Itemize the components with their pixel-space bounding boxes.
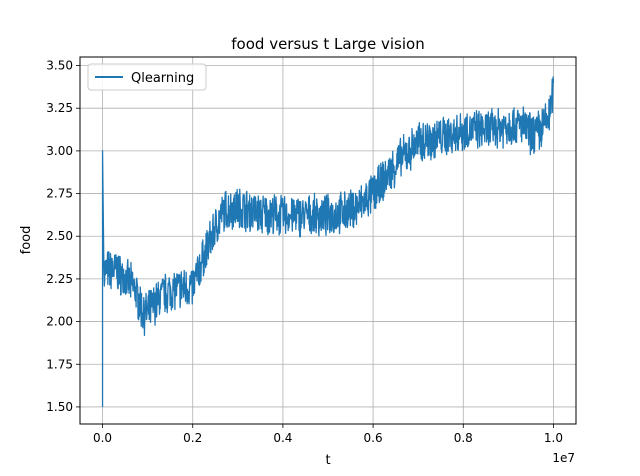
grid <box>80 57 576 424</box>
x-axis-label: t <box>325 453 330 468</box>
y-tick-label: 2.50 <box>46 229 73 243</box>
y-axis-label: food <box>19 226 34 255</box>
chart-title: food versus t Large vision <box>231 35 424 53</box>
y-tick-label: 2.25 <box>46 272 73 286</box>
y-tick-label: 3.50 <box>46 59 73 73</box>
x-tick-label: 1.0 <box>544 431 563 445</box>
y-tick-label: 2.75 <box>46 187 73 201</box>
x-axis-offset-text: 1e7 <box>552 451 575 465</box>
y-tick-label: 1.75 <box>46 357 73 371</box>
plot-frame <box>79 56 577 425</box>
x-tick-label: 0.4 <box>273 431 292 445</box>
x-tick-label: 0.6 <box>364 431 383 445</box>
legend-box <box>87 63 207 91</box>
x-axis: 0.0 0.2 0.4 0.6 0.8 1.0 <box>93 424 563 445</box>
x-tick-label: 0.8 <box>454 431 473 445</box>
legend: Qlearning <box>87 63 207 91</box>
y-tick-label: 3.25 <box>46 101 73 115</box>
series-line-qlearning <box>101 76 555 407</box>
x-tick-label: 0.2 <box>183 431 202 445</box>
x-tick-label: 0.0 <box>93 431 112 445</box>
series-layer <box>101 76 555 407</box>
y-tick-label: 1.50 <box>46 400 73 414</box>
y-axis: 1.50 1.75 2.00 2.25 2.50 2.75 3.00 3.25 3.50 <box>46 59 80 414</box>
legend-label: Qlearning <box>131 71 194 86</box>
y-tick-label: 2.00 <box>46 315 73 329</box>
y-tick-label: 3.00 <box>46 144 73 158</box>
